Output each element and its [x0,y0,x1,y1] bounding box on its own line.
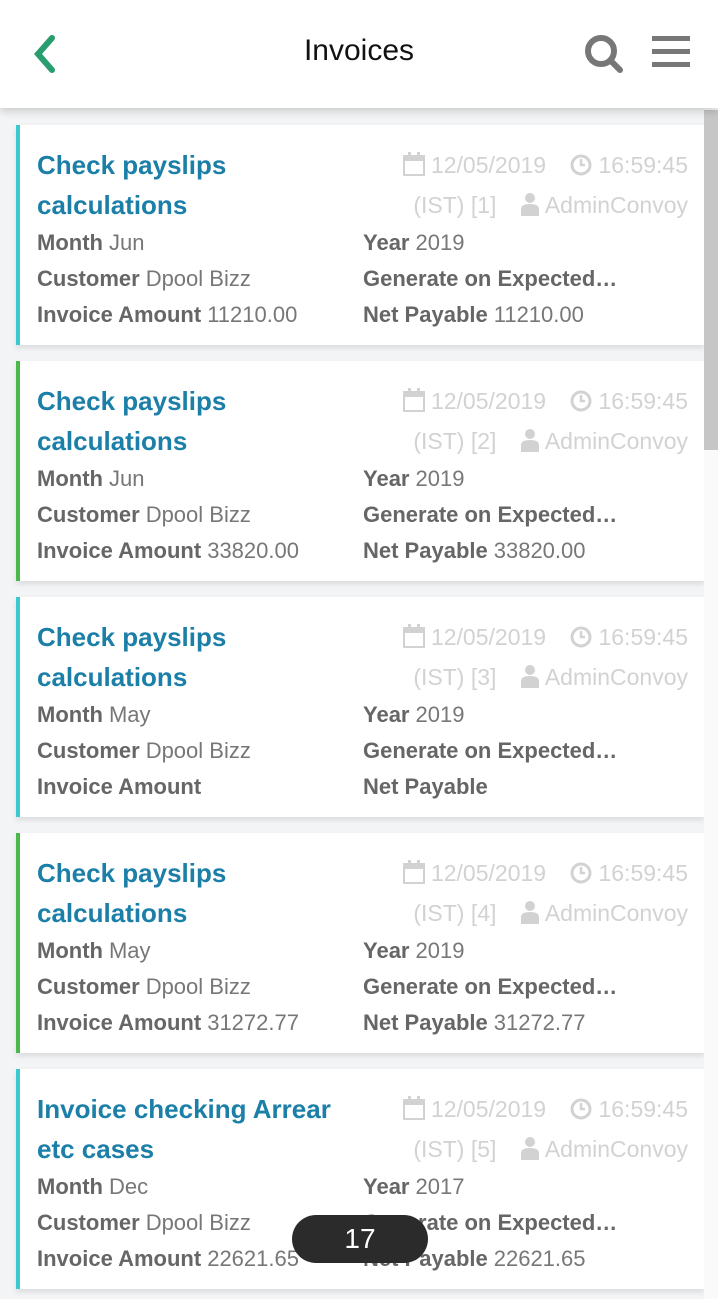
calendar-icon [402,1096,425,1120]
invoice-time: 16:59:45 [598,388,688,414]
field-year: Year 2017 [363,1174,465,1199]
invoice-time: 16:59:45 [598,860,688,886]
clock-icon [570,390,592,412]
page-title: Invoices [303,34,415,67]
invoice-meta-datetime: 12/05/2019 16:59:45 [402,617,688,657]
scrollbar-thumb[interactable] [704,110,718,450]
app-header: Invoices [0,0,718,108]
invoice-timezone: (IST) [4] [413,900,497,926]
field-generate: Generate on Expected… [363,266,618,291]
clock-icon [570,154,592,176]
invoice-timezone: (IST) [1] [413,192,497,218]
field-year: Year 2019 [363,938,465,963]
invoice-date: 12/05/2019 [430,860,547,886]
field-net-payable: Net Payable 31272.77 [363,1010,586,1035]
invoice-card[interactable]: Check payslips calculations 12/05/2019 1… [16,125,704,345]
invoice-user: AdminConvoy [544,1136,688,1162]
invoice-meta-user: (IST) [2] AdminConvoy [413,421,688,461]
invoice-card[interactable]: Check payslips calculations 12/05/2019 1… [16,833,704,1053]
invoice-time: 16:59:45 [598,152,688,178]
invoice-meta-user: (IST) [1] AdminConvoy [413,185,688,225]
count-toast: 17 [292,1215,428,1263]
invoice-meta-datetime: 12/05/2019 16:59:45 [402,853,688,893]
user-icon [520,193,539,216]
user-icon [520,665,539,688]
field-year: Year 2019 [363,466,465,491]
invoice-title[interactable]: Check payslips calculations [37,150,227,220]
calendar-icon [402,152,425,176]
field-customer: Customer Dpool Bizz [37,502,251,527]
invoice-meta-user: (IST) [5] AdminConvoy [413,1129,688,1169]
invoice-timezone: (IST) [3] [413,664,497,690]
field-generate: Generate on Expected… [363,974,618,999]
field-invoice-amount: Invoice Amount 31272.77 [37,1010,299,1035]
clock-icon [570,626,592,648]
invoice-title[interactable]: Check payslips calculations [37,622,227,692]
invoice-timezone: (IST) [5] [413,1136,497,1162]
field-month: Month May [37,938,151,963]
invoice-card[interactable]: Check payslips calculations 12/05/2019 1… [16,361,704,581]
field-customer: Customer Dpool Bizz [37,738,251,763]
invoice-user: AdminConvoy [544,900,688,926]
field-net-payable: Net Payable [363,774,488,799]
calendar-icon [402,388,425,412]
invoice-meta-user: (IST) [4] AdminConvoy [413,893,688,933]
invoice-date: 12/05/2019 [430,1096,547,1122]
clock-icon [570,1098,592,1120]
field-customer: Customer Dpool Bizz [37,1210,251,1235]
invoice-user: AdminConvoy [544,428,688,454]
field-invoice-amount: Invoice Amount 22621.65 [37,1246,299,1271]
invoice-meta-datetime: 12/05/2019 16:59:45 [402,145,688,185]
invoice-title[interactable]: Check payslips calculations [37,858,227,928]
field-month: Month Jun [37,466,145,491]
invoice-meta-datetime: 12/05/2019 16:59:45 [402,1089,688,1129]
field-month: Month Dec [37,1174,149,1199]
invoice-timezone: (IST) [2] [413,428,497,454]
field-customer: Customer Dpool Bizz [37,266,251,291]
invoice-title[interactable]: Invoice checking Arrear etc cases [37,1094,331,1164]
field-month: Month May [37,702,151,727]
field-generate: Generate on Expected… [363,502,618,527]
invoice-meta-user: (IST) [3] AdminConvoy [413,657,688,697]
field-generate: Generate on Expected… [363,738,618,763]
invoice-time: 16:59:45 [598,624,688,650]
field-invoice-amount: Invoice Amount 11210.00 [37,302,298,327]
field-month: Month Jun [37,230,145,255]
clock-icon [570,862,592,884]
invoice-date: 12/05/2019 [430,624,547,650]
field-year: Year 2019 [363,702,465,727]
invoice-user: AdminConvoy [544,664,688,690]
calendar-icon [402,624,425,648]
field-invoice-amount: Invoice Amount 33820.00 [37,538,299,563]
invoice-title[interactable]: Check payslips calculations [37,386,227,456]
search-icon[interactable] [582,32,626,76]
user-icon [520,1137,539,1160]
user-icon [520,901,539,924]
invoice-user: AdminConvoy [544,192,688,218]
invoice-date: 12/05/2019 [430,388,547,414]
hamburger-menu-icon[interactable] [652,36,690,68]
chevron-left-icon[interactable] [30,34,60,74]
field-year: Year 2019 [363,230,465,255]
field-invoice-amount: Invoice Amount [37,774,202,799]
invoice-date: 12/05/2019 [430,152,547,178]
calendar-icon [402,860,425,884]
user-icon [520,429,539,452]
invoice-time: 16:59:45 [598,1096,688,1122]
invoice-card[interactable]: Check payslips calculations 12/05/2019 1… [16,597,704,817]
invoice-meta-datetime: 12/05/2019 16:59:45 [402,381,688,421]
field-customer: Customer Dpool Bizz [37,974,251,999]
field-net-payable: Net Payable 33820.00 [363,538,586,563]
field-net-payable: Net Payable 11210.00 [363,302,584,327]
